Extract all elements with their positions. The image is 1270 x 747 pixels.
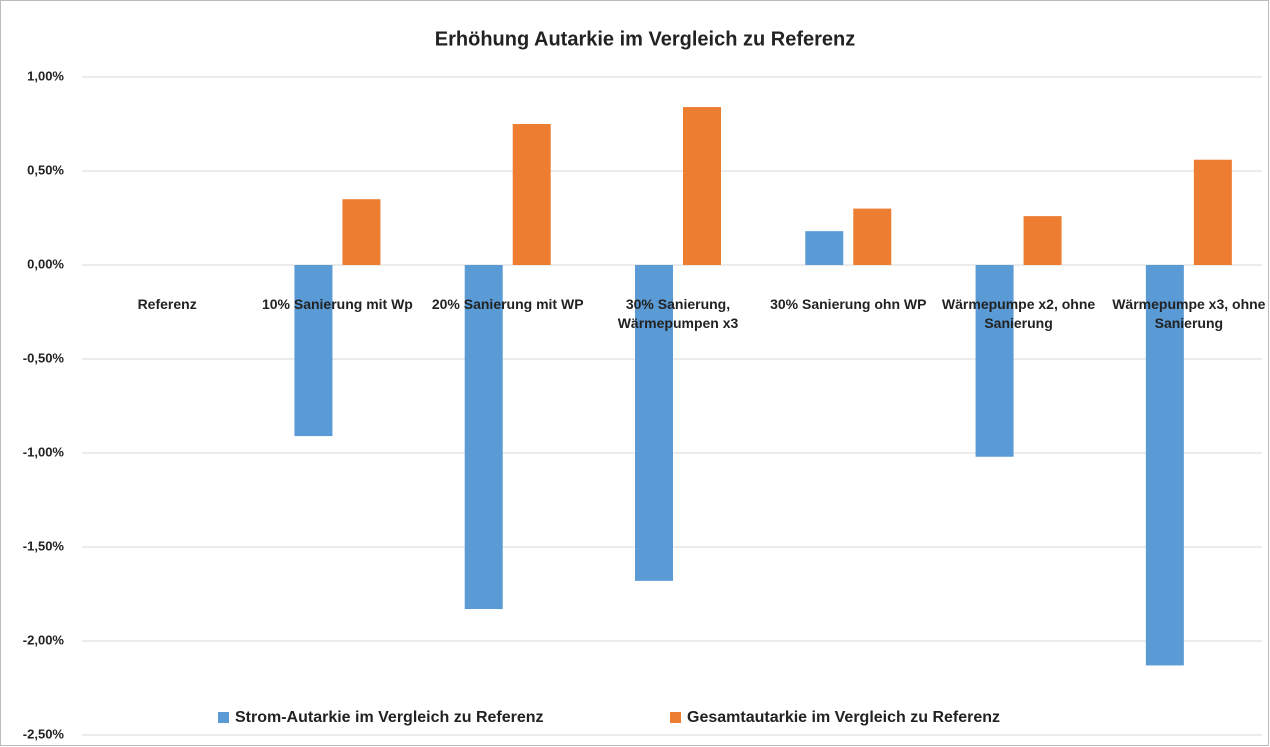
x-tick-label-box: 30% Sanierung, Wärmepumpen x3: [617, 296, 739, 331]
y-tick-label: 0,50%: [27, 162, 64, 177]
chart-title: Erhöhung Autarkie im Vergleich zu Refere…: [435, 28, 855, 50]
x-tick-label: 10% Sanierung mit Wp: [261, 296, 413, 312]
y-tick-label: 1,00%: [27, 68, 64, 83]
x-tick-label: Wärmepumpe x2, ohne Sanierung: [941, 296, 1096, 331]
x-tick-label: 30% Sanierung ohn WP: [770, 296, 927, 312]
y-tick-label: -2,00%: [23, 632, 65, 647]
bar: [975, 265, 1014, 457]
bar: [853, 208, 892, 265]
bar: [1145, 265, 1184, 666]
legend-swatch: [218, 712, 229, 723]
y-tick-label: -0,50%: [23, 350, 65, 365]
bar: [1193, 159, 1232, 265]
bar: [1023, 216, 1062, 265]
x-tick-label: Referenz: [137, 296, 197, 312]
legend-label: Strom-Autarkie im Vergleich zu Referenz: [235, 709, 544, 726]
bar: [512, 124, 551, 265]
x-tick-label-box: Wärmepumpe x2, ohne Sanierung: [941, 296, 1096, 331]
x-tick-label-box: 10% Sanierung mit Wp: [261, 296, 413, 312]
legend-swatch: [670, 712, 681, 723]
y-tick-label: -1,00%: [23, 444, 65, 459]
x-tick-label: 30% Sanierung, Wärmepumpen x3: [617, 296, 739, 331]
y-tick-label: -2,50%: [23, 726, 65, 741]
x-tick-label-box: 30% Sanierung ohn WP: [770, 296, 927, 312]
y-tick-label: -1,50%: [23, 538, 65, 553]
x-tick-label: Wärmepumpe x3, ohne Sanierung: [1112, 296, 1266, 331]
bar: [635, 265, 673, 581]
x-tick-label-box: 20% Sanierung mit WP: [431, 296, 584, 312]
bar: [805, 231, 844, 265]
legend-label: Gesamtautarkie im Vergleich zu Referenz: [687, 709, 1000, 726]
bar: [464, 265, 503, 610]
bar: [294, 265, 333, 437]
y-tick-label: 0,00%: [27, 256, 64, 271]
bar: [683, 107, 721, 265]
bar: [342, 199, 381, 265]
x-tick-label: 20% Sanierung mit WP: [431, 296, 584, 312]
x-tick-label-box: Referenz: [137, 296, 197, 312]
x-tick-label-box: Wärmepumpe x3, ohne Sanierung: [1112, 296, 1266, 331]
